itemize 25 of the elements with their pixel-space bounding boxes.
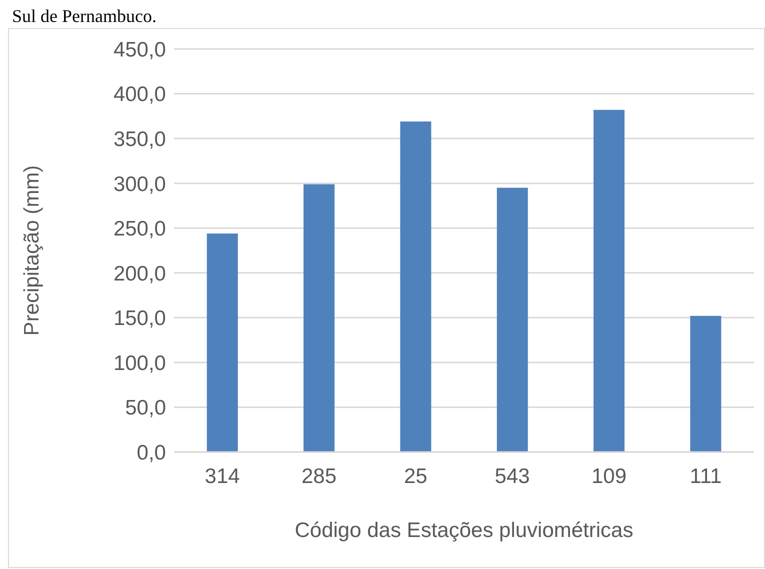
bar xyxy=(304,184,335,452)
x-axis-title: Código das Estações pluviométricas xyxy=(294,519,634,542)
y-tick-label: 100,0 xyxy=(113,352,166,375)
x-tick-label: 285 xyxy=(301,464,337,488)
y-tick-label: 350,0 xyxy=(113,128,166,152)
y-tick-label: 50,0 xyxy=(125,396,166,420)
bar xyxy=(206,233,238,452)
y-tick-label: 0,0 xyxy=(136,441,166,464)
x-tick-label: 25 xyxy=(404,464,428,488)
y-tick-label: 200,0 xyxy=(113,262,166,286)
x-tick-label: 543 xyxy=(494,464,530,488)
y-tick-label: 400,0 xyxy=(113,83,166,106)
y-tick-label: 300,0 xyxy=(113,172,166,196)
bar xyxy=(690,316,722,452)
y-axis-title: Precipitação (mm) xyxy=(20,165,44,336)
x-tick-label: 314 xyxy=(204,464,240,488)
text: Sul de Pernambuco. xyxy=(12,6,156,26)
y-tick-label: 450,0 xyxy=(113,38,166,62)
bar xyxy=(400,122,432,452)
y-tick-label: 250,0 xyxy=(113,218,166,241)
x-tick-label: 111 xyxy=(690,464,722,488)
bar xyxy=(496,188,528,452)
y-tick-label: 150,0 xyxy=(113,307,166,330)
x-tick-label: 109 xyxy=(591,464,627,488)
bar xyxy=(594,110,625,452)
